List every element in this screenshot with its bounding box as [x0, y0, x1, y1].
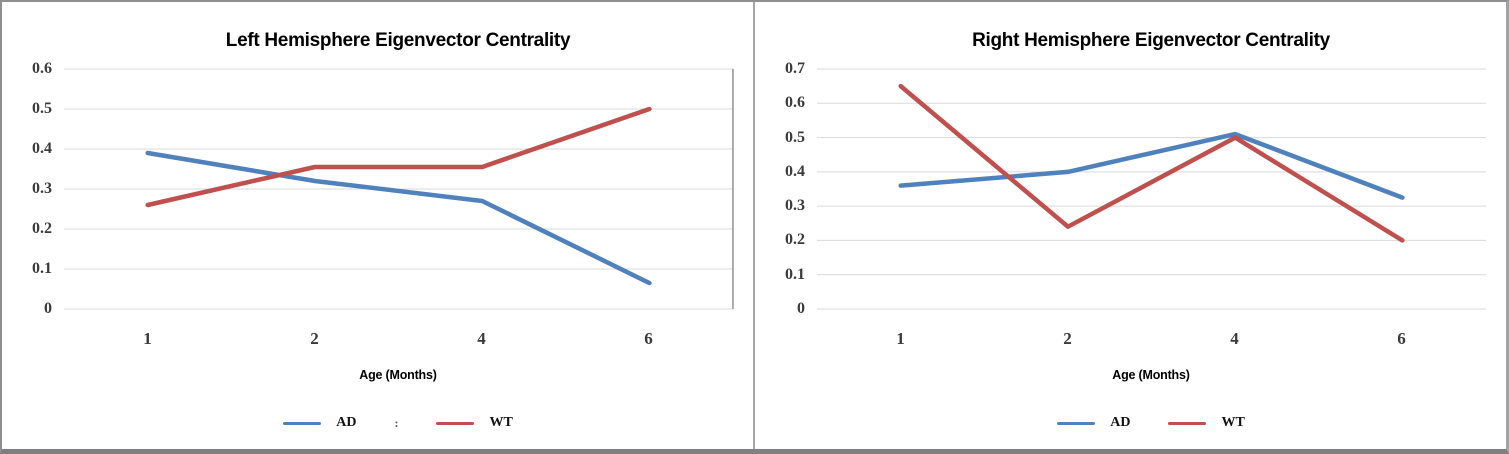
legend-swatch-wt [436, 421, 475, 425]
series-line-wt [898, 83, 1405, 243]
series-line-ad [898, 131, 1405, 200]
x-tick-label: 2 [1063, 329, 1072, 348]
chart-title: Right Hemisphere Eigenvector Centrality [972, 29, 1330, 51]
legend-label: WT [489, 415, 513, 430]
legend-item-wt: WT [436, 415, 513, 431]
plot-area [817, 68, 1486, 310]
legend-label: AD [1110, 415, 1131, 430]
x-tick-label: 2 [310, 329, 319, 348]
x-axis-title: Age (Months) [359, 368, 437, 382]
x-tick-label: 1 [143, 329, 152, 348]
legend-item-wt: WT [1168, 415, 1245, 431]
x-tick-label: 6 [644, 329, 653, 348]
panel-divider [753, 2, 755, 449]
plot-area [64, 68, 734, 310]
legend-item-ad: AD [1057, 415, 1130, 431]
x-tick-label: 4 [1230, 329, 1239, 348]
series-line-wt [145, 106, 652, 208]
left-hemisphere-chart-panel: Left Hemisphere Eigenvector Centrality 0… [2, 2, 753, 449]
series-line-ad [145, 150, 652, 286]
legend-separator: : [394, 415, 399, 430]
x-tick-label: 6 [1397, 329, 1406, 348]
x-axis-tick-labels: 1 2 4 6 [64, 329, 732, 349]
legend-swatch-ad [1057, 421, 1096, 425]
legend-swatch-ad [283, 421, 322, 425]
legend: AD WT [817, 415, 1485, 431]
right-hemisphere-chart-panel: Right Hemisphere Eigenvector Centrality … [755, 2, 1506, 449]
chart-title: Left Hemisphere Eigenvector Centrality [225, 29, 571, 51]
legend-label: WT [1221, 415, 1245, 430]
legend-item-ad: AD [283, 415, 356, 431]
x-axis-title: Age (Months) [1112, 368, 1190, 382]
legend: AD: WT [64, 415, 732, 431]
x-tick-label: 4 [477, 329, 486, 348]
x-tick-label: 1 [896, 329, 905, 348]
legend-label: AD [336, 415, 357, 430]
legend-swatch-wt [1168, 421, 1207, 425]
x-axis-tick-labels: 1 2 4 6 [817, 329, 1485, 349]
